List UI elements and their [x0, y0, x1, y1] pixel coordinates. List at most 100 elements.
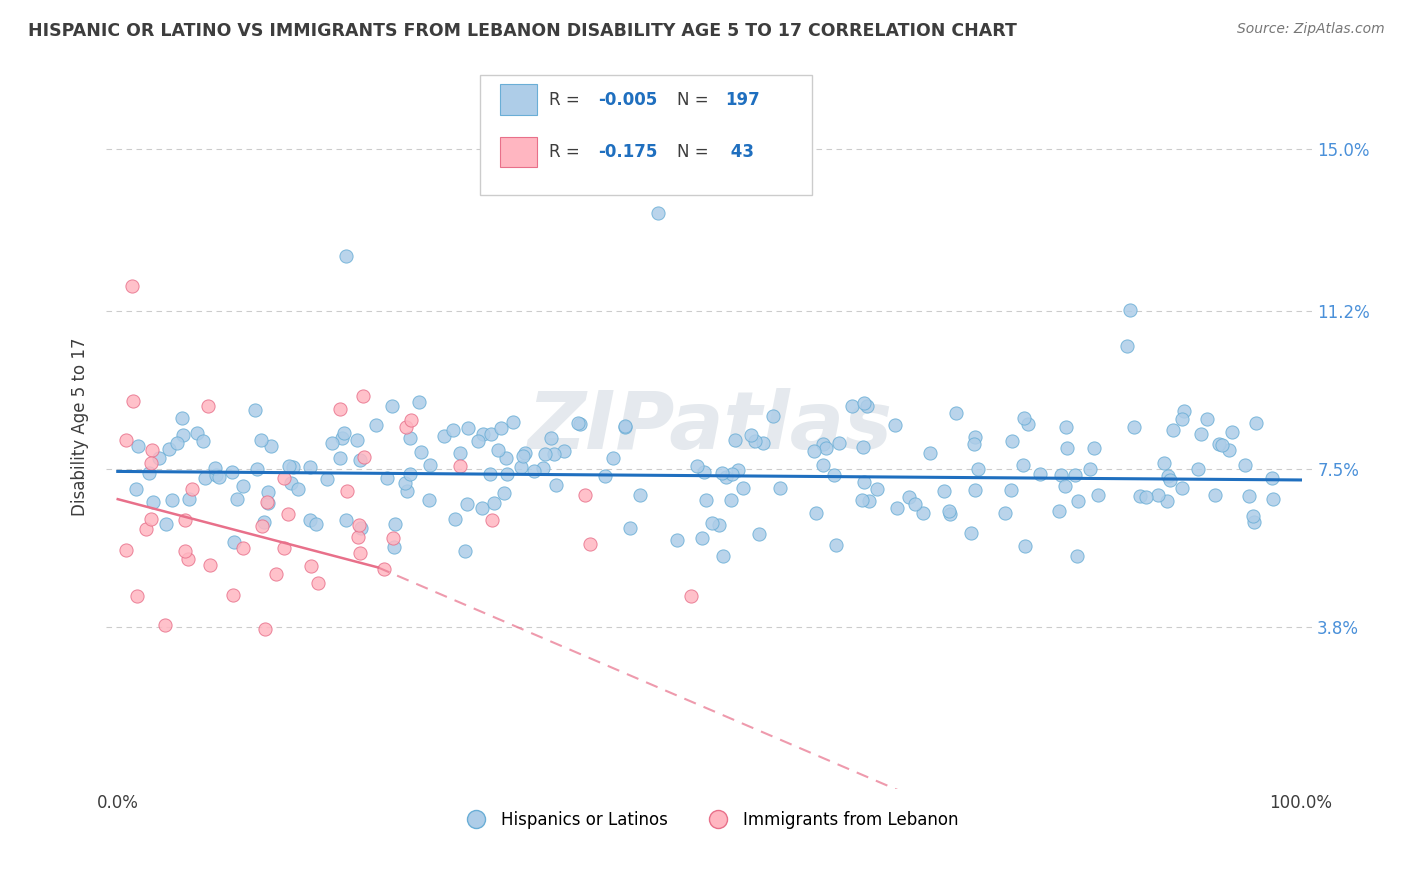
Point [509, 459, 531, 474]
Point [553, 444, 575, 458]
Point [858, 493, 880, 508]
Point [1056, 441, 1078, 455]
Point [1263, 492, 1285, 507]
Point [534, 447, 557, 461]
Point [1243, 515, 1265, 529]
Point [395, 419, 418, 434]
Y-axis label: Disability Age 5 to 17: Disability Age 5 to 17 [72, 337, 89, 516]
Point [1187, 461, 1209, 475]
Point [139, 512, 162, 526]
Point [567, 416, 589, 430]
Point [540, 432, 562, 446]
Point [965, 430, 987, 444]
Point [815, 442, 838, 456]
Point [1147, 488, 1170, 502]
Text: -0.005: -0.005 [598, 91, 658, 109]
Point [512, 449, 534, 463]
Point [828, 435, 851, 450]
Point [205, 467, 228, 482]
Point [141, 442, 163, 457]
Point [1054, 478, 1077, 492]
Point [257, 496, 280, 510]
Point [1218, 443, 1240, 458]
Point [471, 500, 494, 515]
Point [479, 427, 502, 442]
Point [1012, 458, 1035, 473]
Point [748, 526, 770, 541]
Point [967, 461, 990, 475]
Point [769, 482, 792, 496]
Point [186, 425, 208, 440]
Point [963, 483, 986, 497]
Point [162, 493, 184, 508]
Point [702, 516, 724, 530]
Point [254, 622, 277, 636]
Point [222, 588, 245, 602]
Point [852, 396, 875, 410]
Point [495, 467, 517, 482]
Point [204, 461, 226, 475]
Point [934, 483, 956, 498]
Point [579, 537, 602, 551]
Text: N =: N = [676, 91, 709, 109]
Point [114, 433, 136, 447]
Point [806, 507, 828, 521]
Point [695, 493, 717, 508]
Point [740, 428, 762, 442]
Point [194, 471, 217, 485]
Point [920, 446, 942, 460]
Point [531, 461, 554, 475]
Point [962, 437, 984, 451]
Point [762, 409, 785, 423]
Point [273, 541, 295, 555]
Point [544, 478, 567, 492]
Point [364, 418, 387, 433]
Point [1159, 473, 1181, 487]
Point [250, 433, 273, 447]
Point [733, 481, 755, 495]
Point [904, 497, 927, 511]
Point [1189, 427, 1212, 442]
Point [335, 249, 357, 263]
Point [1116, 339, 1139, 353]
Point [502, 416, 524, 430]
Point [273, 471, 295, 485]
Point [256, 494, 278, 508]
Point [1234, 458, 1257, 472]
Bar [501, 85, 537, 115]
Point [127, 439, 149, 453]
Text: HISPANIC OR LATINO VS IMMIGRANTS FROM LEBANON DISABILITY AGE 5 TO 17 CORRELATION: HISPANIC OR LATINO VS IMMIGRANTS FROM LE… [28, 22, 1017, 40]
Point [329, 450, 352, 465]
Point [513, 446, 536, 460]
Point [1208, 437, 1230, 451]
Point [381, 531, 404, 545]
Point [399, 467, 422, 482]
Point [127, 589, 149, 603]
Point [813, 437, 835, 451]
Point [166, 436, 188, 450]
Point [1067, 494, 1090, 508]
Point [720, 492, 742, 507]
Point [1220, 425, 1243, 439]
Point [299, 459, 322, 474]
Point [938, 504, 960, 518]
Point [886, 500, 908, 515]
Point [174, 544, 197, 558]
Point [260, 439, 283, 453]
Point [1054, 420, 1077, 434]
Point [752, 435, 775, 450]
Point [960, 525, 983, 540]
Point [602, 451, 624, 466]
Point [1050, 468, 1073, 483]
Point [449, 446, 471, 460]
Text: -0.175: -0.175 [598, 143, 658, 161]
Point [825, 538, 848, 552]
Point [628, 488, 651, 502]
Point [287, 483, 309, 497]
Point [433, 429, 456, 443]
Point [1211, 437, 1233, 451]
Point [329, 401, 352, 416]
Point [382, 540, 405, 554]
Point [456, 497, 478, 511]
Point [1000, 483, 1022, 498]
